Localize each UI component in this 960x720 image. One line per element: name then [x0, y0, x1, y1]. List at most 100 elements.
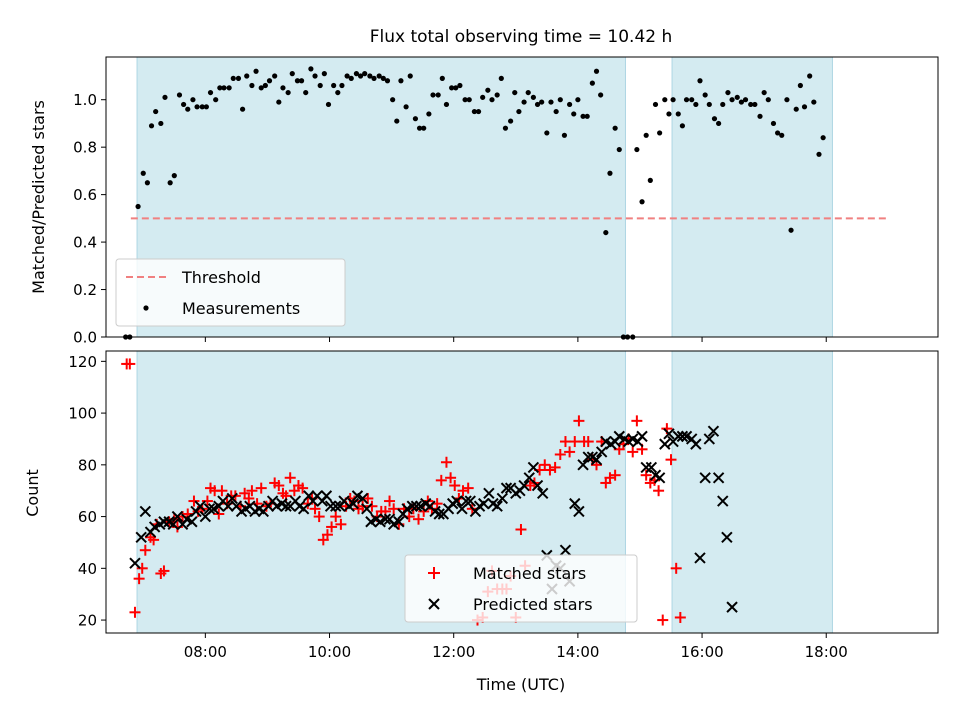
- predicted-star-point: [406, 500, 419, 512]
- legend-matched-swatch: [428, 567, 440, 579]
- matched-star-point: [284, 472, 296, 484]
- measurement-point: [135, 203, 141, 210]
- measurement-point: [498, 75, 504, 81]
- measurement-point: [683, 97, 690, 103]
- y-tick-label: 80: [78, 456, 97, 474]
- measurement-point: [716, 120, 722, 127]
- matched-star-point: [631, 415, 643, 427]
- matched-star-point: [124, 358, 136, 370]
- measurement-point: [317, 82, 323, 89]
- measurement-point: [276, 99, 282, 105]
- measurement-point: [335, 89, 341, 96]
- measurement-point: [148, 123, 155, 129]
- measurement-point: [725, 89, 731, 96]
- measurement-point: [308, 66, 314, 72]
- matched-star-point: [158, 565, 170, 577]
- measurement-point: [657, 130, 663, 136]
- measurement-point: [643, 132, 649, 138]
- predicted-star-point: [518, 479, 530, 492]
- measurement-point: [548, 99, 554, 105]
- y-tick-label: 1.0: [73, 91, 97, 109]
- measurement-point: [303, 89, 309, 96]
- predicted-star-point: [690, 438, 702, 450]
- measurement-point: [807, 73, 813, 79]
- measurement-point: [516, 108, 522, 115]
- measurement-point: [421, 125, 427, 131]
- predicted-star-point: [158, 516, 170, 528]
- count-points: [121, 358, 738, 626]
- bottom-y-axis-label: Count: [23, 469, 42, 517]
- measurement-point: [494, 92, 500, 98]
- measurement-point: [706, 101, 712, 108]
- measurement-point: [140, 170, 146, 176]
- matched-star-point: [177, 511, 189, 523]
- measurement-point: [666, 111, 672, 117]
- measurement-point: [185, 106, 191, 112]
- predicted-star-point: [703, 433, 716, 445]
- predicted-star-point: [577, 459, 589, 471]
- y-tick-label: 100: [68, 405, 97, 423]
- predicted-star-point: [320, 490, 333, 502]
- measurement-point: [426, 111, 432, 117]
- measurement-point: [485, 87, 491, 93]
- measurement-point: [521, 99, 527, 105]
- measurement-point: [512, 89, 518, 96]
- predicted-star-point: [194, 500, 206, 512]
- measurement-point: [598, 92, 604, 98]
- matched-star-point: [413, 513, 425, 525]
- measurement-point: [453, 85, 459, 91]
- measurement-point: [230, 75, 236, 81]
- matched-star-point: [213, 508, 225, 520]
- matched-star-point: [569, 436, 581, 448]
- bottom-legend: Matched stars Predicted stars: [404, 554, 638, 623]
- measurement-point: [797, 82, 803, 89]
- bottom-x-ticks: 08:00 10:00 12:00 14:00 16:00 18:00: [184, 633, 848, 661]
- y-tick-label: 0.8: [73, 139, 97, 157]
- predicted-star-point: [694, 552, 706, 564]
- measurement-point: [258, 85, 264, 91]
- predicted-star-point: [478, 497, 490, 510]
- measurement-point: [190, 97, 196, 103]
- y-tick-label: 0.2: [73, 281, 97, 299]
- predicted-star-point: [676, 430, 689, 443]
- measurement-point: [607, 170, 613, 176]
- measurement-point: [567, 101, 573, 108]
- matched-star-point: [549, 461, 561, 473]
- measurement-point: [339, 82, 345, 89]
- predicted-star-point: [496, 492, 509, 505]
- measurement-point: [779, 132, 785, 138]
- measurement-point: [553, 108, 559, 115]
- x-tick-label: 14:00: [556, 643, 599, 661]
- measurement-point: [589, 80, 595, 86]
- predicted-star-point: [582, 451, 594, 463]
- predicted-star-point: [663, 428, 675, 440]
- measurement-point: [697, 78, 703, 84]
- predicted-star-point: [393, 516, 405, 528]
- measurement-point: [362, 71, 368, 77]
- predicted-star-point: [573, 505, 585, 518]
- predicted-star-point: [483, 487, 495, 500]
- predicted-star-point: [712, 472, 725, 484]
- measurement-point: [249, 82, 255, 89]
- measurement-point: [525, 89, 531, 96]
- matched-star-point: [335, 518, 347, 530]
- predicted-star-point: [672, 430, 684, 443]
- measurement-point: [416, 125, 423, 131]
- measurement-point: [325, 101, 332, 108]
- measurement-point: [348, 75, 354, 81]
- shaded-interval: [672, 57, 833, 337]
- matched-star-point: [384, 495, 396, 507]
- matched-star-point: [445, 472, 457, 484]
- measurement-point: [371, 75, 377, 81]
- measurement-point: [584, 113, 590, 119]
- measurement-point: [561, 132, 568, 138]
- y-tick-label: 0.0: [73, 329, 97, 347]
- measurement-point: [217, 85, 223, 91]
- predicted-star-point: [129, 557, 141, 569]
- predicted-star-point: [726, 601, 738, 613]
- matched-star-point: [440, 456, 452, 468]
- measurement-point: [534, 101, 541, 108]
- matched-star-point: [573, 415, 585, 427]
- measurement-point: [539, 99, 545, 105]
- measurement-point: [557, 97, 563, 103]
